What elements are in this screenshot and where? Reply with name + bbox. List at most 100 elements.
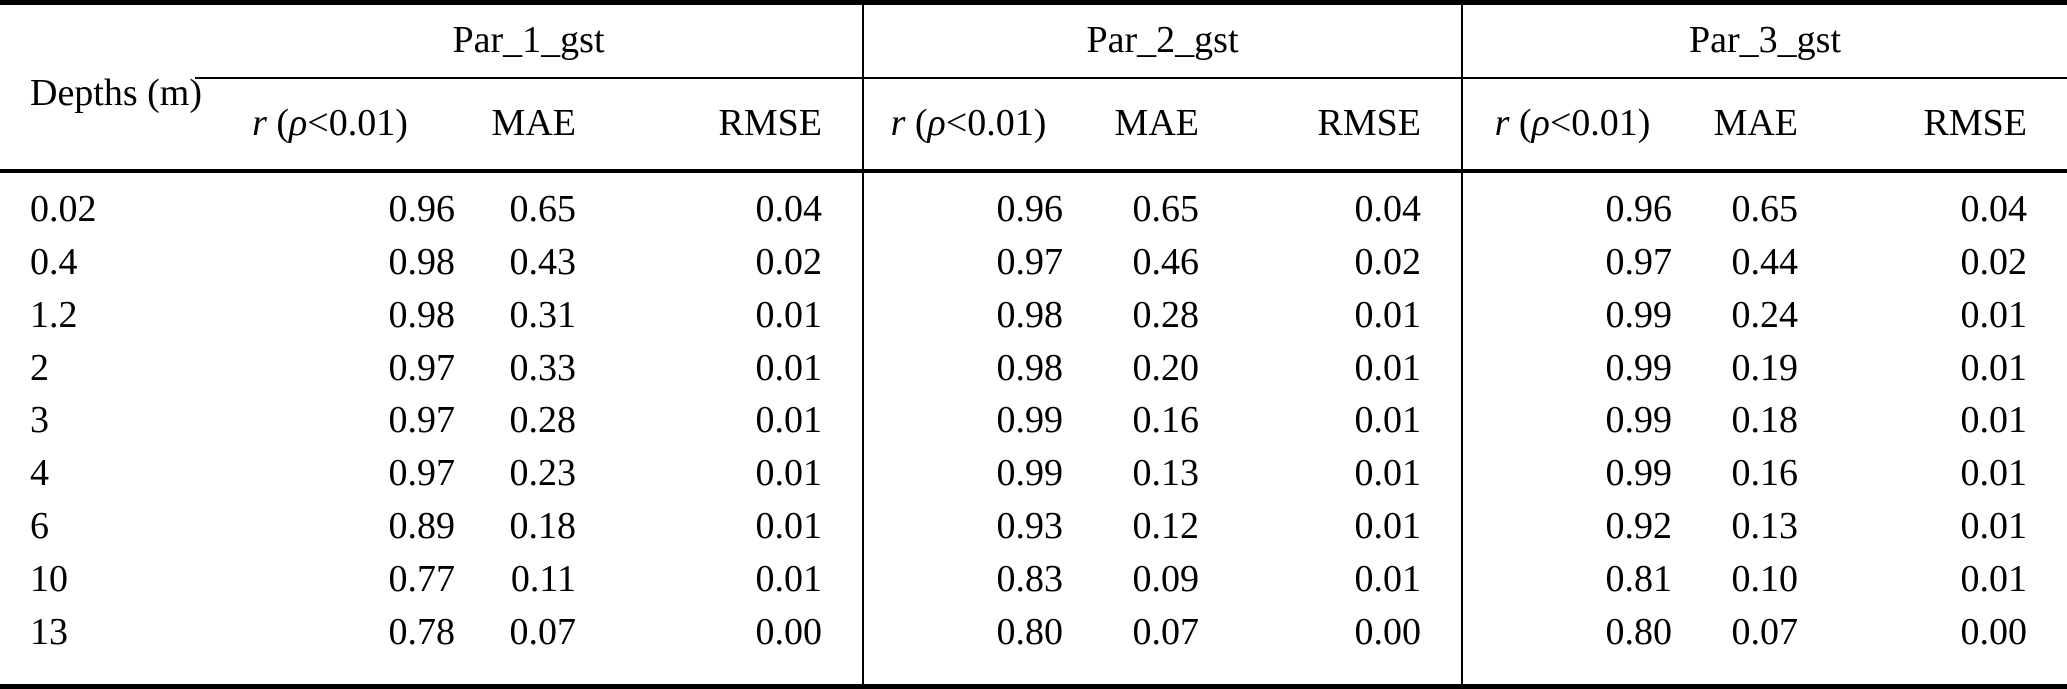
table-row: 4 0.97 0.23 0.01 0.99 0.13 0.01 0.99 0.1… bbox=[0, 447, 2067, 501]
value-cell: 0.02 bbox=[755, 240, 823, 283]
table-row: 13 0.78 0.07 0.00 0.80 0.07 0.00 0.80 0.… bbox=[0, 606, 2067, 687]
value-cell: 0.01 bbox=[1354, 399, 1422, 442]
rho-symbol: ρ bbox=[289, 102, 308, 145]
depth-cell: 0.02 bbox=[30, 187, 97, 230]
value-cell: 0.80 bbox=[862, 606, 1073, 687]
value-cell: 0.46 bbox=[1132, 240, 1200, 283]
value-cell: 0.98 bbox=[388, 240, 456, 283]
value-cell: 0.96 bbox=[862, 171, 1073, 237]
value-cell: 0.28 bbox=[1132, 293, 1200, 336]
significance-threshold: <0.01) bbox=[307, 102, 408, 145]
value-cell: 0.98 bbox=[862, 341, 1073, 395]
value-cell: 0.18 bbox=[509, 505, 577, 548]
value-cell: 0.81 bbox=[1461, 553, 1683, 607]
value-cell: 0.97 bbox=[1461, 236, 1683, 290]
value-cell: 0.96 bbox=[1461, 171, 1683, 237]
paren-open: ( bbox=[1509, 102, 1532, 145]
paren-open: ( bbox=[905, 102, 928, 145]
value-cell: 0.89 bbox=[388, 505, 456, 548]
value-cell: 0.01 bbox=[1960, 505, 2028, 548]
r-significance-header-2: r (ρ<0.01) bbox=[862, 78, 1073, 173]
rho-symbol: ρ bbox=[927, 102, 946, 145]
value-cell: 0.18 bbox=[1731, 399, 1799, 442]
mae-header-1: MAE bbox=[465, 78, 590, 173]
depth-cell: 2 bbox=[30, 346, 49, 389]
value-cell: 0.01 bbox=[755, 452, 823, 495]
value-cell: 0.93 bbox=[862, 500, 1073, 554]
value-cell: 0.01 bbox=[755, 293, 823, 336]
group-header-par-3-gst: Par_3_gst bbox=[1461, 2, 2067, 79]
value-cell: 0.09 bbox=[1132, 558, 1200, 601]
value-cell: 0.04 bbox=[1354, 187, 1422, 230]
value-cell: 0.78 bbox=[388, 611, 456, 654]
table-row: 0.02 0.96 0.65 0.04 0.96 0.65 0.04 0.96 … bbox=[0, 171, 2067, 237]
group-header-row: Depths (m) Par_1_gst Par_2_gst Par_3_gst bbox=[0, 2, 2067, 173]
value-cell: 0.00 bbox=[1354, 611, 1422, 654]
value-cell: 0.00 bbox=[755, 611, 823, 654]
value-cell: 0.13 bbox=[1132, 452, 1200, 495]
depth-cell: 10 bbox=[30, 558, 68, 601]
r-symbol: r bbox=[1494, 102, 1510, 145]
value-cell: 0.98 bbox=[862, 289, 1073, 342]
value-cell: 0.01 bbox=[755, 399, 823, 442]
value-cell: 0.01 bbox=[755, 558, 823, 601]
rmse-header-3: RMSE bbox=[1812, 78, 2067, 173]
value-cell: 0.23 bbox=[509, 452, 577, 495]
depth-cell: 4 bbox=[30, 452, 49, 495]
r-symbol: r bbox=[252, 102, 267, 145]
value-cell: 0.99 bbox=[1461, 394, 1683, 448]
r-significance-header-3: r (ρ<0.01) bbox=[1461, 78, 1683, 173]
value-cell: 0.83 bbox=[862, 553, 1073, 607]
value-cell: 0.04 bbox=[755, 187, 823, 230]
value-cell: 0.01 bbox=[755, 505, 823, 548]
value-cell: 0.99 bbox=[1461, 289, 1683, 342]
value-cell: 0.80 bbox=[1461, 606, 1683, 687]
value-cell: 0.01 bbox=[1960, 452, 2028, 495]
depth-cell: 0.4 bbox=[30, 240, 78, 283]
value-cell: 0.33 bbox=[509, 346, 577, 389]
value-cell: 0.02 bbox=[1960, 240, 2028, 283]
value-cell: 0.01 bbox=[1354, 558, 1422, 601]
r-significance-header-1: r (ρ<0.01) bbox=[195, 78, 465, 173]
value-cell: 0.16 bbox=[1132, 399, 1200, 442]
table-row: 1.2 0.98 0.31 0.01 0.98 0.28 0.01 0.99 0… bbox=[0, 289, 2067, 342]
table-row: 6 0.89 0.18 0.01 0.93 0.12 0.01 0.92 0.1… bbox=[0, 500, 2067, 554]
value-cell: 0.02 bbox=[1354, 240, 1422, 283]
value-cell: 0.12 bbox=[1132, 505, 1200, 548]
group-header-par-1-gst: Par_1_gst bbox=[195, 2, 863, 79]
significance-threshold: <0.01) bbox=[945, 102, 1047, 145]
value-cell: 0.97 bbox=[862, 236, 1073, 290]
depth-cell: 3 bbox=[30, 399, 49, 442]
value-cell: 0.43 bbox=[509, 240, 577, 283]
stat-header-row: r (ρ<0.01) MAE RMSE r (ρ<0.01) MAE RMSE … bbox=[0, 78, 2067, 173]
value-cell: 0.01 bbox=[1960, 293, 2028, 336]
value-cell: 0.99 bbox=[1461, 341, 1683, 395]
value-cell: 0.99 bbox=[1461, 447, 1683, 501]
value-cell: 0.92 bbox=[1461, 500, 1683, 554]
value-cell: 0.07 bbox=[509, 611, 577, 654]
value-cell: 0.99 bbox=[862, 447, 1073, 501]
mae-header-2: MAE bbox=[1073, 78, 1213, 173]
value-cell: 0.07 bbox=[1132, 611, 1200, 654]
depths-column-header: Depths (m) bbox=[0, 2, 202, 173]
value-cell: 0.24 bbox=[1731, 293, 1799, 336]
value-cell: 0.01 bbox=[1354, 346, 1422, 389]
rmse-header-2: RMSE bbox=[1213, 78, 1463, 173]
value-cell: 0.98 bbox=[388, 293, 456, 336]
value-cell: 0.04 bbox=[1960, 187, 2028, 230]
table-row: 0.4 0.98 0.43 0.02 0.97 0.46 0.02 0.97 0… bbox=[0, 236, 2067, 290]
value-cell: 0.65 bbox=[1132, 187, 1200, 230]
value-cell: 0.28 bbox=[509, 399, 577, 442]
value-cell: 0.97 bbox=[388, 346, 456, 389]
value-cell: 0.65 bbox=[509, 187, 577, 230]
mae-header-3: MAE bbox=[1682, 78, 1813, 173]
depth-cell: 6 bbox=[30, 505, 49, 548]
depth-cell: 13 bbox=[30, 611, 68, 654]
value-cell: 0.01 bbox=[1960, 399, 2028, 442]
value-cell: 0.31 bbox=[509, 293, 577, 336]
value-cell: 0.01 bbox=[1960, 346, 2028, 389]
value-cell: 0.97 bbox=[388, 452, 456, 495]
table-row: 2 0.97 0.33 0.01 0.98 0.20 0.01 0.99 0.1… bbox=[0, 341, 2067, 395]
